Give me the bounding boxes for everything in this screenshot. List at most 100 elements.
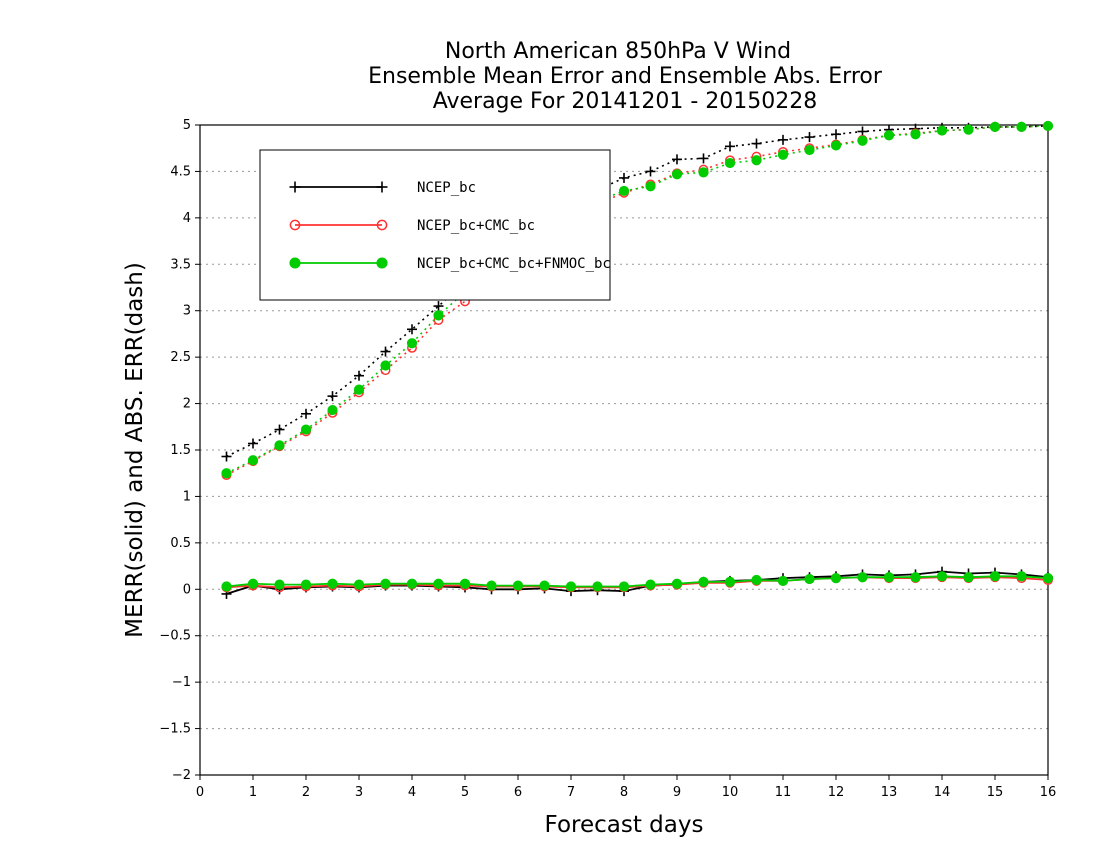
point-marker <box>671 578 683 589</box>
point-marker <box>433 310 444 321</box>
point-marker <box>883 572 895 583</box>
x-tick-label: 13 <box>881 785 898 800</box>
y-tick-label: 4 <box>183 211 191 226</box>
point-marker <box>698 576 709 587</box>
x-tick-label: 0 <box>196 785 204 800</box>
point-marker <box>221 451 232 462</box>
point-marker <box>327 578 338 589</box>
point-marker <box>751 574 762 586</box>
point-marker <box>539 580 550 591</box>
point-marker <box>380 360 391 371</box>
point-marker <box>1016 121 1027 132</box>
point-marker <box>830 140 842 151</box>
point-marker <box>221 468 232 479</box>
point-marker <box>247 578 259 589</box>
point-marker <box>353 579 365 590</box>
y-tick-label: −1.5 <box>159 722 191 737</box>
point-marker <box>910 572 921 583</box>
point-marker <box>618 581 630 592</box>
point-marker <box>698 167 709 178</box>
point-marker <box>936 571 948 582</box>
point-marker <box>672 154 682 165</box>
chart-title: North American 850hPa V Wind Ensemble Me… <box>368 39 883 114</box>
point-marker <box>353 384 365 395</box>
x-tick-label: 2 <box>302 785 310 800</box>
point-marker <box>380 578 391 589</box>
legend-sample-2 <box>289 257 388 269</box>
legend-markers <box>289 181 388 269</box>
point-marker <box>831 129 841 140</box>
point-marker <box>618 185 630 197</box>
y-tick-label: −1 <box>172 675 191 690</box>
point-marker <box>433 578 444 589</box>
point-marker <box>512 580 524 591</box>
point-marker <box>910 129 921 140</box>
point-marker <box>301 408 311 419</box>
x-tick-label: 5 <box>461 785 469 800</box>
x-tick-label: 8 <box>620 785 628 800</box>
point-marker <box>459 578 471 589</box>
point-marker <box>1042 573 1054 584</box>
point-marker <box>433 301 444 312</box>
point-marker <box>289 257 301 269</box>
point-marker <box>619 172 629 183</box>
legend-label-ncep-bc: NCEP_bc <box>417 180 476 196</box>
point-marker <box>406 338 418 349</box>
point-marker <box>804 573 815 585</box>
point-marker <box>963 124 974 135</box>
x-axis-label: Forecast days <box>545 812 704 838</box>
point-marker <box>804 132 815 143</box>
point-marker <box>778 134 788 145</box>
y-tick-label: 1.5 <box>170 443 191 458</box>
point-marker <box>857 135 868 146</box>
point-marker <box>777 575 789 587</box>
point-marker <box>989 121 1001 132</box>
point-marker <box>857 572 868 583</box>
point-marker <box>327 391 338 402</box>
point-marker <box>936 125 948 136</box>
title-line-2: Ensemble Mean Error and Ensemble Abs. Er… <box>368 64 883 89</box>
legend-sample-0 <box>289 181 388 193</box>
point-marker <box>300 424 312 435</box>
y-tick-label: 5 <box>183 118 191 133</box>
legend-label-ncep-cmc-fnmoc: NCEP_bc+CMC_bc+FNMOC_bc <box>417 256 611 272</box>
point-marker <box>671 169 683 180</box>
x-tick-label: 7 <box>567 785 575 800</box>
y-tick-label: 2 <box>183 397 191 412</box>
x-tick-label: 15 <box>987 785 1004 800</box>
point-marker <box>724 157 736 169</box>
point-marker <box>1042 120 1054 132</box>
point-marker <box>1016 571 1027 582</box>
point-marker <box>486 580 497 591</box>
point-marker <box>777 149 789 160</box>
x-tick-label: 9 <box>673 785 681 800</box>
point-marker <box>857 126 868 137</box>
point-marker <box>751 138 762 149</box>
point-marker <box>406 578 418 589</box>
point-marker <box>883 130 895 141</box>
point-marker <box>221 581 232 592</box>
point-marker <box>376 257 388 269</box>
point-marker <box>407 324 417 335</box>
point-marker <box>380 346 391 357</box>
point-marker <box>830 573 842 584</box>
y-tick-label: 0.5 <box>170 536 191 551</box>
legend: NCEP_bc NCEP_bc+CMC_bc NCEP_bc+CMC_bc+FN… <box>259 149 611 301</box>
point-marker <box>565 581 577 592</box>
x-tick-label: 16 <box>1040 785 1057 800</box>
y-axis: −2 −1.5 −1 −0.5 0 0.5 1 1.5 2 2.5 3 3.5 4 4.5 5 <box>159 118 200 783</box>
point-marker <box>327 404 338 416</box>
y-tick-label: 1 <box>183 489 191 504</box>
legend-sample-1 <box>289 219 388 231</box>
point-marker <box>274 579 285 590</box>
x-tick-label: 4 <box>408 785 416 800</box>
point-marker <box>274 440 285 451</box>
point-marker <box>300 579 312 590</box>
x-tick-label: 3 <box>355 785 363 800</box>
x-axis: 0 1 2 3 4 5 6 7 8 9 10 11 12 13 14 15 16 <box>196 775 1056 800</box>
title-line-1: North American 850hPa V Wind <box>445 39 791 64</box>
point-marker <box>804 144 815 156</box>
x-tick-label: 11 <box>775 785 792 800</box>
point-marker <box>963 572 974 583</box>
